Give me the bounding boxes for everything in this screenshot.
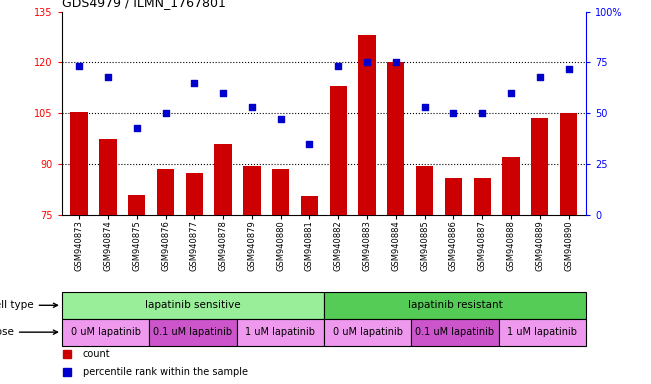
Text: 0.1 uM lapatinib: 0.1 uM lapatinib bbox=[415, 327, 495, 337]
Text: GDS4979 / ILMN_1767801: GDS4979 / ILMN_1767801 bbox=[62, 0, 226, 9]
Bar bbox=[70, 112, 88, 215]
Text: lapatinib resistant: lapatinib resistant bbox=[408, 300, 503, 310]
Bar bbox=[560, 113, 577, 215]
Text: 0 uM lapatinib: 0 uM lapatinib bbox=[333, 327, 402, 337]
Bar bbox=[157, 169, 174, 215]
Text: percentile rank within the sample: percentile rank within the sample bbox=[83, 366, 248, 377]
Point bbox=[391, 59, 401, 65]
Bar bbox=[387, 62, 404, 215]
Point bbox=[132, 124, 142, 131]
Point bbox=[534, 74, 545, 80]
Point bbox=[449, 110, 459, 116]
Text: 0.1 uM lapatinib: 0.1 uM lapatinib bbox=[153, 327, 232, 337]
Bar bbox=[416, 166, 434, 215]
Point bbox=[189, 79, 199, 86]
Text: 0 uM lapatinib: 0 uM lapatinib bbox=[70, 327, 141, 337]
Text: cell type: cell type bbox=[0, 300, 57, 310]
Bar bbox=[359, 35, 376, 215]
Bar bbox=[272, 169, 289, 215]
Point bbox=[74, 63, 85, 70]
Bar bbox=[324, 319, 411, 346]
Point bbox=[160, 110, 171, 116]
Point bbox=[333, 63, 344, 70]
Bar bbox=[99, 139, 117, 215]
Bar bbox=[324, 292, 586, 319]
Bar bbox=[236, 319, 324, 346]
Text: count: count bbox=[83, 349, 111, 359]
Bar bbox=[473, 178, 491, 215]
Bar bbox=[243, 166, 260, 215]
Point bbox=[419, 104, 430, 110]
Bar bbox=[128, 195, 145, 215]
Bar bbox=[445, 178, 462, 215]
Bar bbox=[214, 144, 232, 215]
Text: dose: dose bbox=[0, 327, 57, 337]
Point bbox=[563, 65, 574, 71]
Point bbox=[304, 141, 314, 147]
Bar bbox=[503, 157, 519, 215]
Point bbox=[247, 104, 257, 110]
Bar bbox=[499, 319, 586, 346]
Text: 1 uM lapatinib: 1 uM lapatinib bbox=[245, 327, 315, 337]
Text: 1 uM lapatinib: 1 uM lapatinib bbox=[507, 327, 577, 337]
Bar bbox=[149, 319, 236, 346]
Bar bbox=[186, 173, 203, 215]
Point bbox=[218, 90, 229, 96]
Point bbox=[275, 116, 286, 122]
Bar bbox=[329, 86, 347, 215]
Point bbox=[506, 90, 516, 96]
Bar bbox=[301, 196, 318, 215]
Point bbox=[362, 59, 372, 65]
Bar bbox=[531, 118, 548, 215]
Bar bbox=[62, 292, 324, 319]
Bar bbox=[62, 319, 149, 346]
Point bbox=[477, 110, 488, 116]
Bar bbox=[411, 319, 499, 346]
Text: lapatinib sensitive: lapatinib sensitive bbox=[145, 300, 241, 310]
Point bbox=[103, 74, 113, 80]
